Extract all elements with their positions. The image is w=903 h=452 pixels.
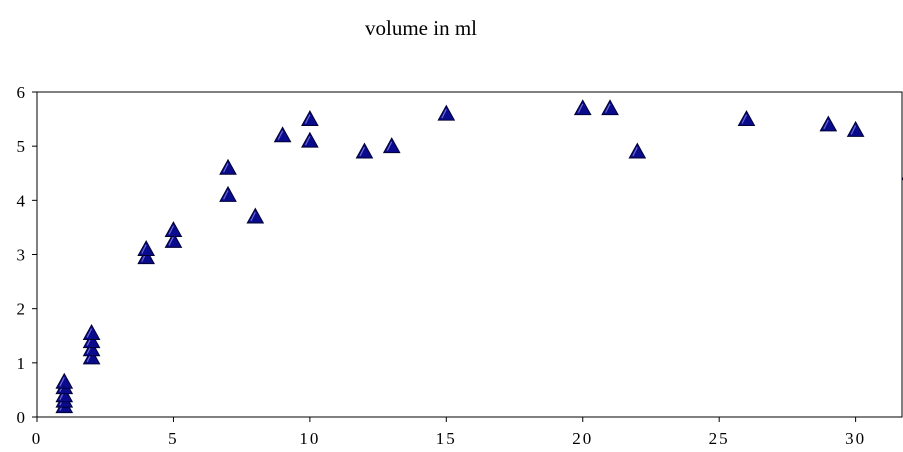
y-tick-label: 6 xyxy=(17,83,26,102)
data-point xyxy=(55,372,74,389)
data-point-highlight xyxy=(223,163,229,173)
y-tick-label: 4 xyxy=(17,191,26,210)
data-point xyxy=(301,110,319,126)
data-point-highlight xyxy=(277,130,284,141)
data-point xyxy=(628,142,647,159)
x-tick-label: 10 xyxy=(299,429,320,448)
x-tick-label: 15 xyxy=(436,429,457,448)
data-point-highlight xyxy=(741,114,748,124)
data-point xyxy=(437,104,456,121)
data-point xyxy=(846,120,865,137)
data-point xyxy=(382,137,401,154)
data-point xyxy=(82,324,101,340)
x-tick-label: 25 xyxy=(709,429,730,448)
data-point-highlight xyxy=(605,103,611,113)
y-tick-label: 5 xyxy=(17,137,26,156)
data-point-highlight xyxy=(850,125,857,135)
data-point xyxy=(819,115,838,132)
data-point xyxy=(273,126,292,143)
data-point-highlight xyxy=(223,190,229,200)
data-point-highlight xyxy=(359,146,365,157)
data-point-highlight xyxy=(304,114,311,124)
data-points xyxy=(55,99,903,414)
x-tick-label: 30 xyxy=(845,429,866,448)
data-point xyxy=(573,99,592,116)
y-tick-label: 2 xyxy=(17,300,26,319)
data-point xyxy=(301,131,319,148)
data-point xyxy=(601,99,619,116)
y-tick-label: 3 xyxy=(17,246,26,265)
data-point xyxy=(219,185,237,202)
x-tick-label: 5 xyxy=(168,429,179,448)
data-point-highlight xyxy=(141,244,147,254)
data-point-highlight xyxy=(59,377,65,387)
data-point xyxy=(137,240,155,256)
data-point xyxy=(737,110,756,126)
data-point-highlight xyxy=(250,211,256,222)
data-point-highlight xyxy=(168,236,174,246)
data-point-highlight xyxy=(441,108,447,119)
data-point-highlight xyxy=(632,146,638,157)
data-point-highlight xyxy=(168,225,174,235)
data-point xyxy=(164,221,183,238)
data-point xyxy=(246,207,265,224)
data-point-highlight xyxy=(86,328,93,338)
data-point-highlight xyxy=(823,119,829,130)
data-point-highlight xyxy=(386,141,393,151)
y-tick-label: 0 xyxy=(17,408,26,427)
chart-title: volume in ml xyxy=(365,16,477,40)
data-point-highlight xyxy=(577,103,584,113)
data-point xyxy=(219,158,237,175)
plot-area xyxy=(36,91,903,418)
x-tick-label: 0 xyxy=(32,429,43,448)
data-point xyxy=(355,142,374,159)
y-tick-label: 1 xyxy=(17,354,26,373)
axes: 0 1 2 3 4 5 6 0 5 10 15 20 25 30 xyxy=(17,83,903,448)
data-point-highlight xyxy=(304,136,311,146)
x-tick-label: 20 xyxy=(572,429,593,448)
